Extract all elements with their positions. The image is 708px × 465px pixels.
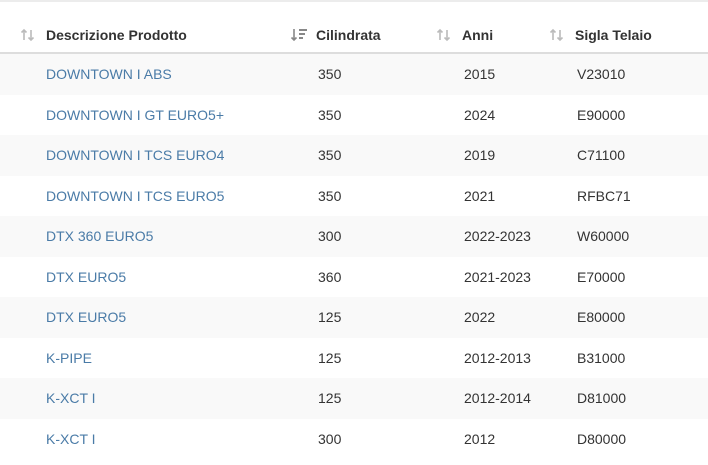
table-row: K-XCT I 125 2012-2014 D81000 <box>0 378 708 419</box>
cell-anni: 2012-2014 <box>436 378 549 419</box>
cell-cilindrata: 300 <box>290 418 436 459</box>
cell-sigla: E80000 <box>549 297 708 338</box>
cell-descrizione: DOWNTOWN I GT EURO5+ <box>0 94 290 135</box>
cell-descrizione: DOWNTOWN I TCS EURO4 <box>0 135 290 176</box>
table-row: DOWNTOWN I GT EURO5+ 350 2024 E90000 <box>0 94 708 135</box>
cell-descrizione: DTX 360 EURO5 <box>0 216 290 257</box>
cell-anni: 2019 <box>436 135 549 176</box>
sort-unsorted-icon <box>20 28 38 42</box>
cell-cilindrata: 350 <box>290 175 436 216</box>
cell-cilindrata: 300 <box>290 216 436 257</box>
column-label-sigla: Sigla Telaio <box>575 27 652 43</box>
top-divider <box>0 0 708 2</box>
product-link[interactable]: DOWNTOWN I ABS <box>46 66 172 83</box>
sort-amount-down-icon <box>290 28 308 42</box>
product-link[interactable]: DOWNTOWN I TCS EURO5 <box>46 187 225 204</box>
cell-anni: 2021-2023 <box>436 256 549 297</box>
cell-anni: 2021 <box>436 175 549 216</box>
cell-descrizione: K-XCT I <box>0 378 290 419</box>
cell-descrizione: K-XCT I <box>0 418 290 459</box>
table-body: DOWNTOWN I ABS 350 2015 V23010 DOWNTOWN … <box>0 53 708 459</box>
table-row: K-PIPE 125 2012-2013 B31000 <box>0 337 708 378</box>
product-link[interactable]: DOWNTOWN I TCS EURO4 <box>46 147 225 164</box>
cell-descrizione: K-PIPE <box>0 337 290 378</box>
cell-anni: 2012 <box>436 418 549 459</box>
cell-sigla: E90000 <box>549 94 708 135</box>
table-row: DOWNTOWN I TCS EURO5 350 2021 RFBC71 <box>0 175 708 216</box>
cell-sigla: RFBC71 <box>549 175 708 216</box>
cell-cilindrata: 125 <box>290 337 436 378</box>
table-row: DTX EURO5 360 2021-2023 E70000 <box>0 256 708 297</box>
table-row: DTX 360 EURO5 300 2022-2023 W60000 <box>0 216 708 257</box>
cell-cilindrata: 350 <box>290 94 436 135</box>
cell-sigla: D80000 <box>549 418 708 459</box>
cell-cilindrata: 125 <box>290 297 436 338</box>
column-header-cilindrata[interactable]: Cilindrata <box>290 18 436 54</box>
cell-sigla: E70000 <box>549 256 708 297</box>
cell-anni: 2022 <box>436 297 549 338</box>
product-link[interactable]: DTX EURO5 <box>46 268 127 285</box>
cell-descrizione: DTX EURO5 <box>0 297 290 338</box>
cell-anni: 2015 <box>436 53 549 95</box>
products-table: Descrizione Prodotto Cilindrata <box>0 18 708 459</box>
cell-descrizione: DTX EURO5 <box>0 256 290 297</box>
cell-sigla: V23010 <box>549 53 708 95</box>
column-label-descrizione: Descrizione Prodotto <box>46 27 187 43</box>
column-label-anni: Anni <box>462 27 494 43</box>
cell-anni: 2012-2013 <box>436 337 549 378</box>
header-row: Descrizione Prodotto Cilindrata <box>0 18 708 54</box>
table-row: DOWNTOWN I ABS 350 2015 V23010 <box>0 53 708 95</box>
table-row: DOWNTOWN I TCS EURO4 350 2019 C71100 <box>0 135 708 176</box>
column-header-sigla[interactable]: Sigla Telaio <box>549 18 708 54</box>
cell-cilindrata: 350 <box>290 135 436 176</box>
product-link[interactable]: K-XCT I <box>46 430 96 447</box>
cell-cilindrata: 360 <box>290 256 436 297</box>
product-link[interactable]: DOWNTOWN I GT EURO5+ <box>46 106 224 123</box>
table-row: DTX EURO5 125 2022 E80000 <box>0 297 708 338</box>
cell-descrizione: DOWNTOWN I TCS EURO5 <box>0 175 290 216</box>
column-label-cilindrata: Cilindrata <box>316 27 381 43</box>
column-header-anni[interactable]: Anni <box>436 18 549 54</box>
table-row: K-XCT I 300 2012 D80000 <box>0 418 708 459</box>
product-link[interactable]: DTX 360 EURO5 <box>46 228 154 245</box>
cell-sigla: W60000 <box>549 216 708 257</box>
sort-unsorted-icon <box>549 28 567 42</box>
cell-anni: 2024 <box>436 94 549 135</box>
product-link[interactable]: K-PIPE <box>46 349 92 366</box>
product-link[interactable]: DTX EURO5 <box>46 309 127 326</box>
column-header-descrizione[interactable]: Descrizione Prodotto <box>0 18 290 54</box>
cell-sigla: C71100 <box>549 135 708 176</box>
cell-cilindrata: 350 <box>290 53 436 95</box>
cell-cilindrata: 125 <box>290 378 436 419</box>
cell-anni: 2022-2023 <box>436 216 549 257</box>
sort-unsorted-icon <box>436 28 454 42</box>
cell-descrizione: DOWNTOWN I ABS <box>0 53 290 95</box>
cell-sigla: D81000 <box>549 378 708 419</box>
product-link[interactable]: K-XCT I <box>46 390 96 407</box>
cell-sigla: B31000 <box>549 337 708 378</box>
table-header: Descrizione Prodotto Cilindrata <box>0 18 708 54</box>
